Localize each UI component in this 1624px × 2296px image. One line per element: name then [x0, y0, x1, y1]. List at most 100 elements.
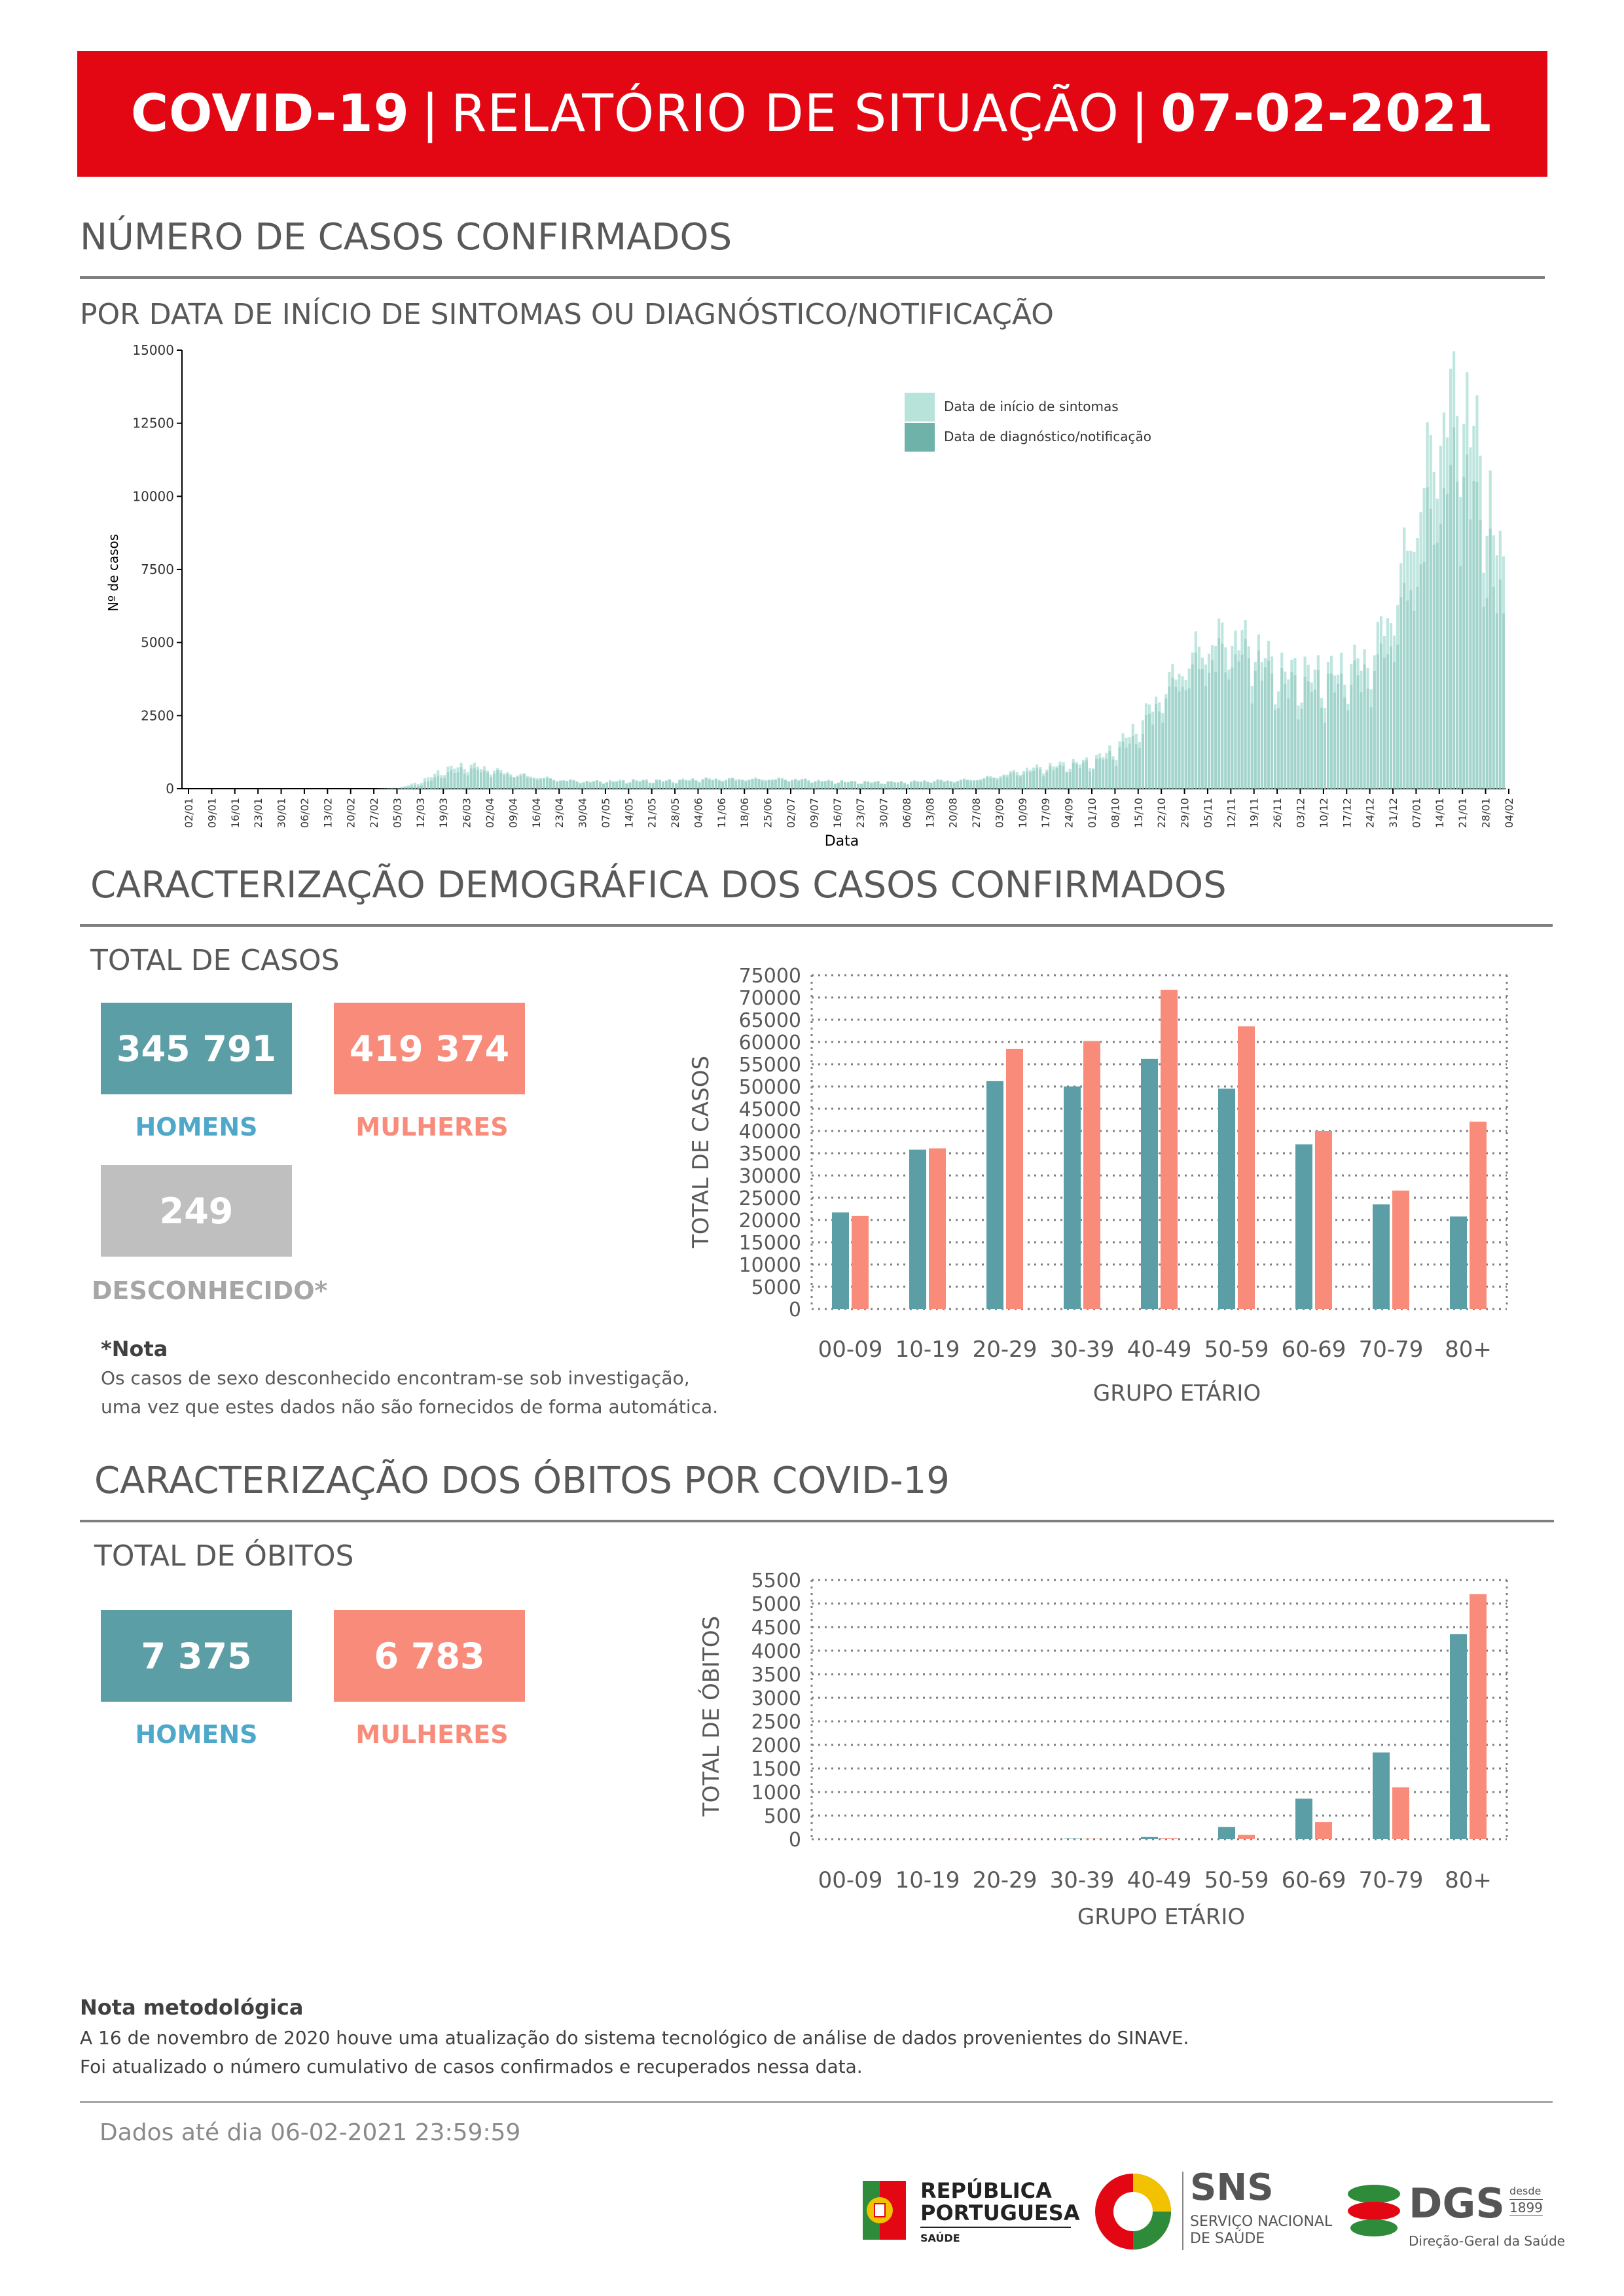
- timeline-bar-diagnosis: [1210, 660, 1214, 789]
- bar-women: [1392, 1191, 1409, 1309]
- timeline-bar-diagnosis: [837, 783, 840, 789]
- timeline-bar-symptoms: [1267, 641, 1271, 789]
- timeline-bar-symptoms: [827, 780, 830, 789]
- timeline-bar-symptoms: [490, 774, 493, 789]
- timeline-bar-symptoms: [923, 780, 926, 789]
- timeline-bar-diagnosis: [890, 781, 893, 789]
- ytick-label: 3500: [751, 1664, 801, 1687]
- timeline-bar-diagnosis: [426, 781, 430, 789]
- timeline-bar-symptoms: [443, 775, 446, 789]
- timeline-bar-symptoms: [708, 778, 711, 789]
- timeline-bar-symptoms: [698, 781, 701, 789]
- timeline-bar-diagnosis: [688, 781, 691, 789]
- timeline-bar-diagnosis: [658, 780, 661, 789]
- timeline-bar-symptoms: [1337, 674, 1340, 789]
- timeline-bar-symptoms: [751, 778, 754, 789]
- timeline-bar-diagnosis: [552, 780, 556, 789]
- timeline-bar-diagnosis: [1445, 493, 1449, 789]
- unknown-note-line-1: Os casos de sexo desconhecido encontram-…: [101, 1367, 690, 1389]
- timeline-bar-symptoms: [585, 781, 588, 789]
- deaths-age-yticks: 0500100015002000250030003500400045005000…: [751, 1570, 801, 1852]
- timeline-bar-diagnosis: [731, 778, 734, 789]
- timeline-bar-diagnosis: [1449, 465, 1453, 789]
- timeline-bar-symptoms: [641, 780, 645, 789]
- bar-women: [1315, 1131, 1332, 1309]
- timeline-bar-diagnosis: [876, 781, 880, 789]
- bar-women: [852, 1215, 869, 1309]
- timeline-bar-diagnosis: [506, 774, 509, 789]
- timeline-bar-symptoms: [1002, 774, 1005, 789]
- bar-men: [1141, 1058, 1158, 1309]
- timeline-bar-diagnosis: [1247, 658, 1250, 789]
- ytick-label: 4500: [751, 1617, 801, 1640]
- timeline-bar-symptoms: [1469, 447, 1472, 789]
- timeline-bar-diagnosis: [989, 778, 992, 789]
- legend-label-symptoms: Data de início de sintomas: [944, 399, 1119, 414]
- sns-title: SNS: [1190, 2166, 1274, 2209]
- timeline-bar-diagnosis: [893, 782, 896, 789]
- footer-rule: [80, 2101, 1553, 2103]
- timeline-bar-symptoms: [1416, 537, 1419, 789]
- timeline-xtick-label: 19/11: [1248, 798, 1261, 828]
- legend-swatch-diagnosis: [905, 423, 935, 452]
- timeline-bar-symptoms: [1058, 761, 1062, 789]
- timeline-bar-diagnosis: [430, 780, 433, 789]
- timeline-bar-diagnosis: [1240, 655, 1244, 789]
- timeline-bar-symptoms: [916, 781, 920, 789]
- timeline-bar-diagnosis: [770, 780, 774, 789]
- timeline-bar-diagnosis: [883, 784, 886, 789]
- timeline-bar-symptoms: [1482, 572, 1485, 789]
- timeline-xtick-label: 28/05: [669, 798, 681, 828]
- timeline-bar-diagnosis: [469, 768, 473, 789]
- timeline-bar-diagnosis: [1168, 686, 1171, 789]
- timeline-bar-symptoms: [784, 780, 787, 789]
- timeline-bar-symptoms: [1085, 757, 1089, 789]
- header-report: RELATÓRIO DE SITUAÇÃO: [451, 84, 1119, 143]
- timeline-bar-diagnosis: [1435, 543, 1439, 789]
- timeline-bar-diagnosis: [575, 781, 579, 789]
- timeline-bar-symptoms: [1313, 670, 1316, 789]
- timeline-bar-diagnosis: [704, 778, 708, 789]
- ytick-label: 4000: [751, 1640, 801, 1663]
- timeline-bar-diagnosis: [1234, 654, 1237, 789]
- ytick-label: 15000: [739, 1232, 801, 1255]
- timeline-bar-symptoms: [1227, 670, 1231, 789]
- timeline-bar-diagnosis: [1320, 708, 1323, 789]
- timeline-bar-symptoms: [801, 778, 804, 789]
- timeline-bar-diagnosis: [1092, 769, 1095, 789]
- timeline-bar-diagnosis: [1197, 668, 1200, 789]
- timeline-bar-diagnosis: [691, 779, 695, 789]
- timeline-bar-symptoms: [1303, 656, 1307, 789]
- timeline-bar-symptoms: [734, 779, 738, 789]
- timeline-bar-diagnosis: [479, 772, 482, 789]
- timeline-bar-symptoms: [1015, 772, 1019, 789]
- timeline-xtick-label: 16/04: [530, 798, 543, 828]
- timeline-bar-diagnosis: [403, 787, 406, 789]
- cases-men-box: 345 791: [101, 1003, 292, 1094]
- timeline-bar-symptoms: [1068, 768, 1072, 789]
- timeline-bar-symptoms: [939, 780, 943, 789]
- timeline-bar-diagnosis: [1386, 654, 1390, 789]
- bar-men: [832, 1212, 849, 1309]
- rp-line-1: REPÚBLICA: [920, 2178, 1052, 2203]
- timeline-bar-diagnosis: [1382, 657, 1386, 789]
- xtick-label: 20-29: [973, 1336, 1038, 1363]
- timeline-bar-symptoms: [1187, 668, 1191, 789]
- timeline-bar-symptoms: [1244, 620, 1247, 789]
- timeline-bar-symptoms: [899, 781, 903, 789]
- timeline-bar-symptoms: [817, 780, 820, 789]
- timeline-bar-diagnosis: [1231, 667, 1234, 789]
- timeline-bar-diagnosis: [1475, 482, 1479, 789]
- timeline-bar-symptoms: [1316, 655, 1320, 789]
- timeline-bar-diagnosis: [628, 783, 632, 789]
- timeline-bar-diagnosis: [1088, 771, 1092, 789]
- timeline-bar-diagnosis: [863, 781, 867, 789]
- timeline-bar-symptoms: [1360, 670, 1363, 789]
- timeline-bar-diagnosis: [741, 780, 744, 789]
- timeline-bar-diagnosis: [1174, 687, 1178, 789]
- timeline-bar-symptoms: [837, 782, 840, 789]
- timeline-bar-diagnosis: [751, 779, 754, 789]
- timeline-bar-diagnosis: [916, 782, 920, 789]
- timeline-xtick-label: 21/01: [1456, 798, 1469, 828]
- timeline-bar-diagnosis: [1052, 770, 1055, 789]
